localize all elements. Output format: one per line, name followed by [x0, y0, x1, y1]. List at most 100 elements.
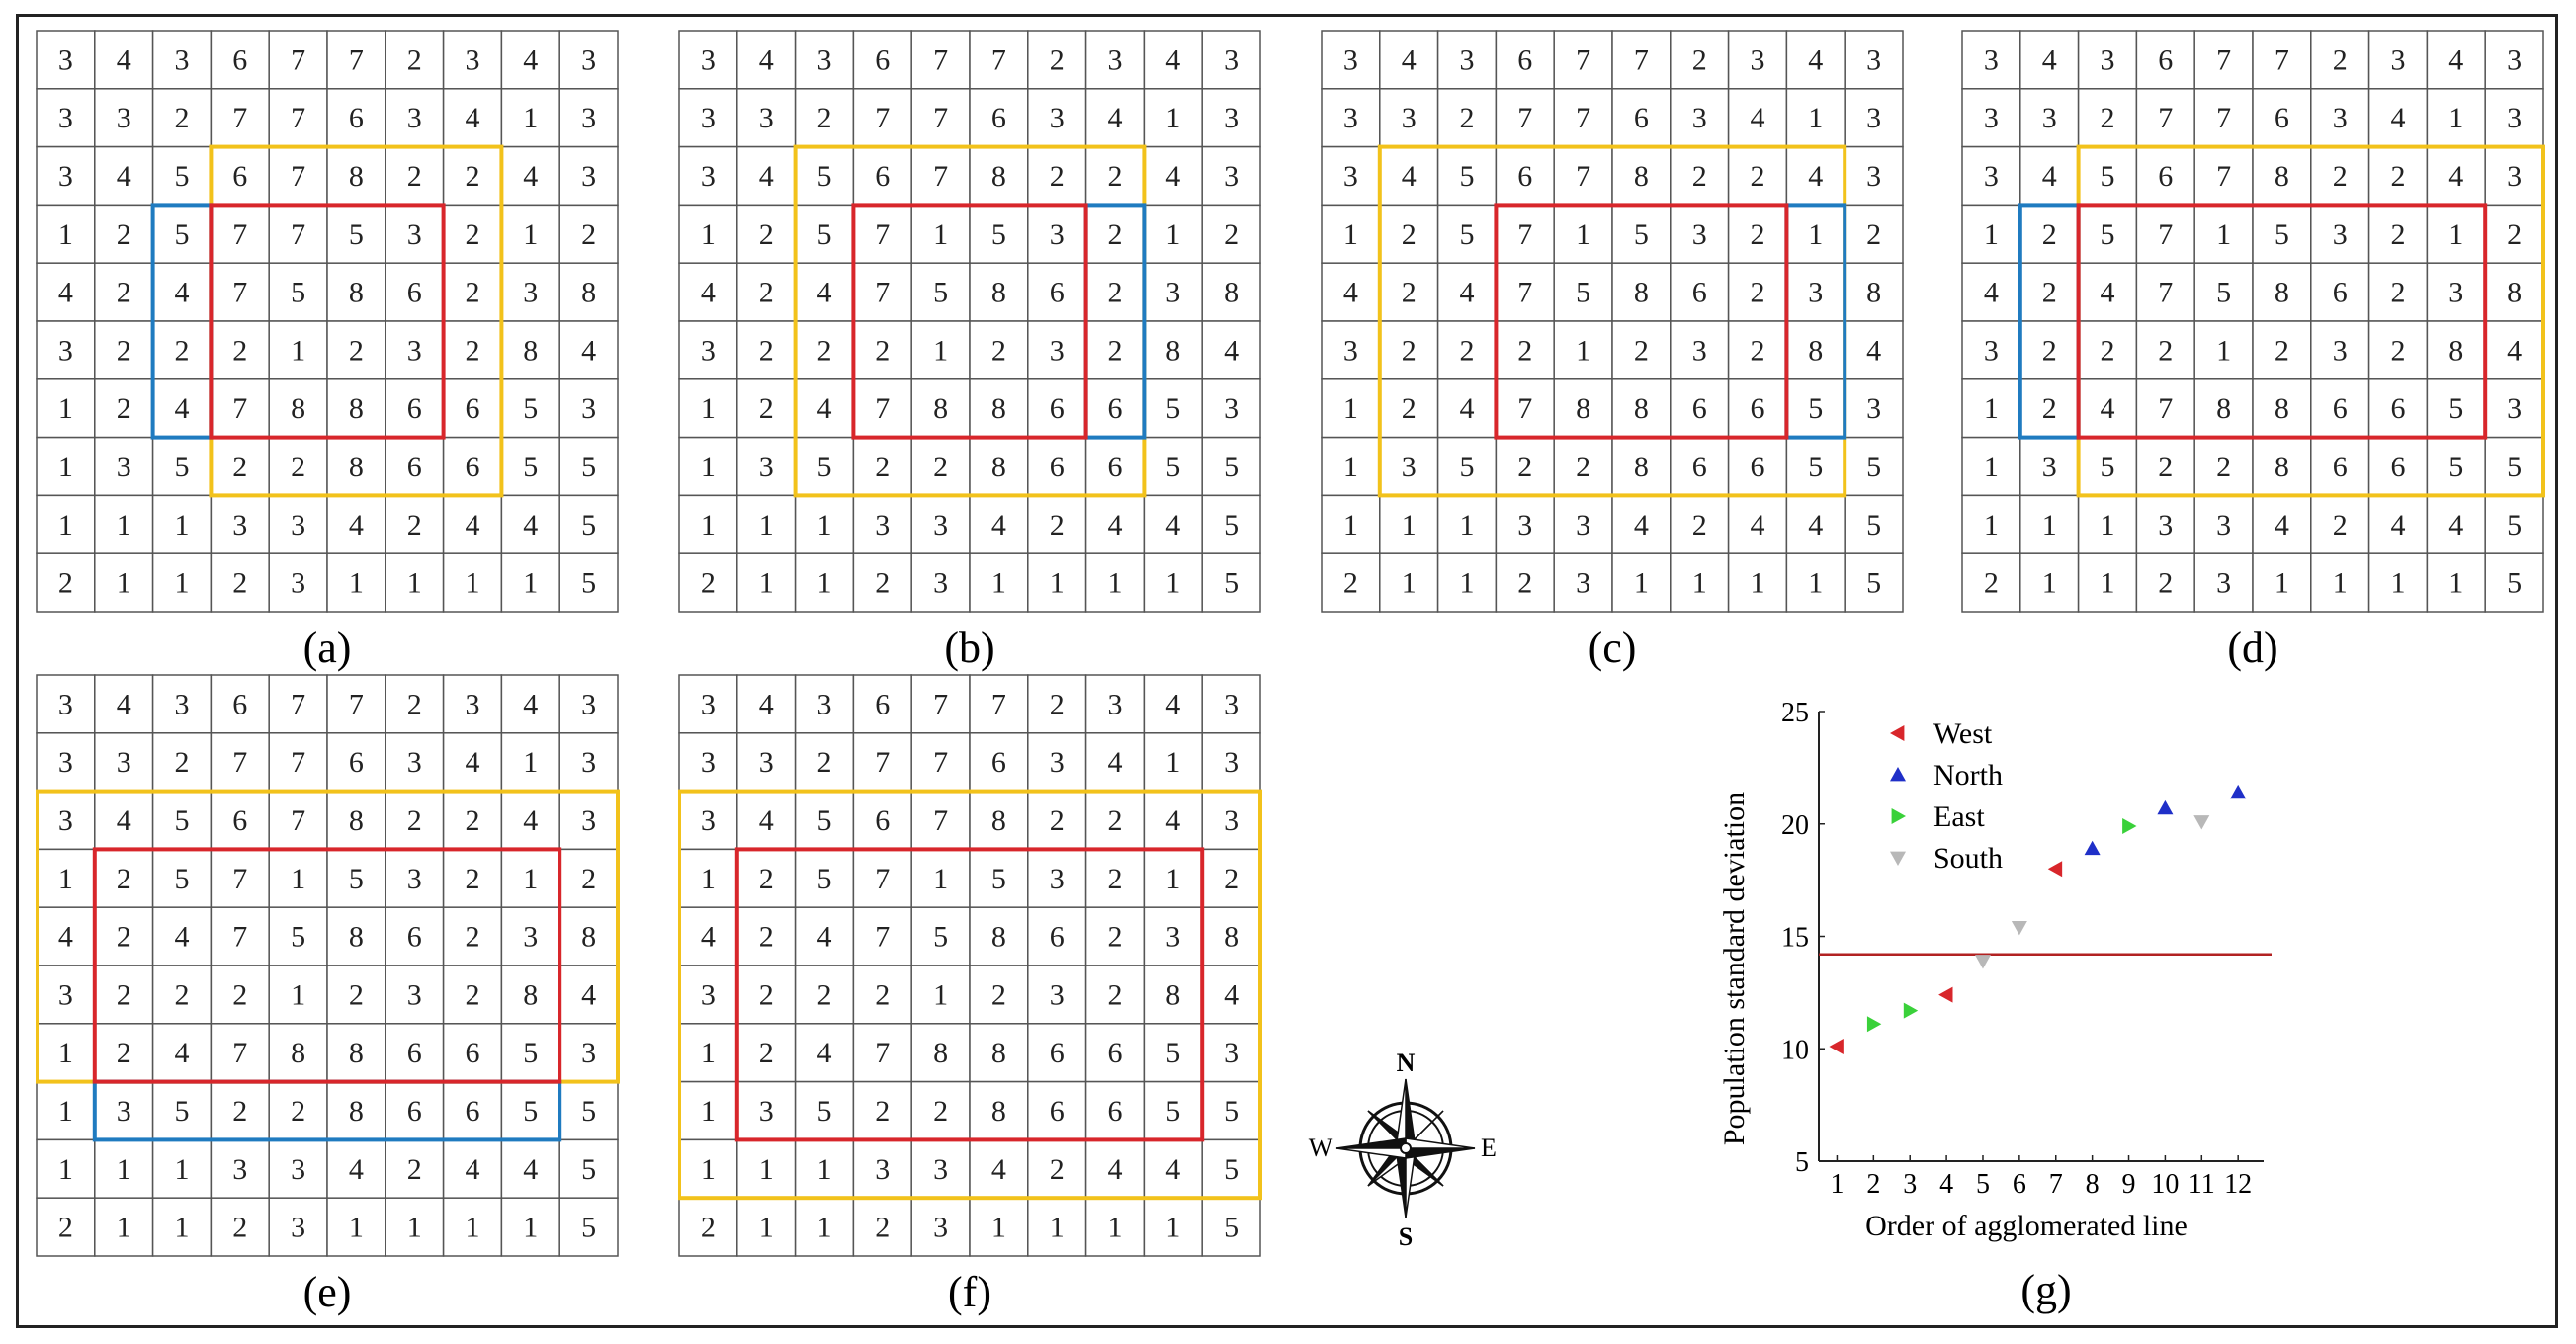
cell-value: 2	[2216, 451, 2231, 483]
cell-value: 7	[232, 218, 247, 251]
cell-value: 2	[466, 334, 480, 367]
cell-value: 1	[2042, 567, 2057, 600]
grid-cell	[852, 1197, 912, 1257]
grid-cell	[2426, 378, 2486, 439]
cell-value: 5	[349, 218, 364, 251]
cell-value: 3	[291, 509, 305, 542]
cell-value: 6	[232, 160, 247, 193]
cell-value: 2	[1751, 218, 1765, 251]
cell-value: 3	[701, 102, 716, 134]
grid-cell	[852, 436, 912, 497]
agglomerated-region-red	[851, 203, 1088, 440]
grid-cell	[1553, 436, 1613, 497]
data-point	[2230, 784, 2247, 799]
cell-value: 1	[2333, 567, 2348, 600]
cell-value: 3	[759, 1095, 774, 1128]
grid-cell	[1201, 378, 1261, 439]
cell-value: 1	[2448, 567, 2463, 600]
grid-cell	[2426, 88, 2486, 148]
grid-cell	[326, 732, 386, 793]
cell-value: 3	[232, 1153, 247, 1186]
cell-value: 8	[991, 392, 1006, 425]
cell-value: 2	[2042, 218, 2057, 251]
cell-value: 1	[759, 1212, 774, 1244]
cell-value: 1	[2448, 102, 2463, 134]
cell-value: 3	[1224, 392, 1239, 425]
grid-cell	[268, 1023, 328, 1083]
cell-value: 5	[2507, 509, 2522, 542]
grid-cell	[1201, 88, 1261, 148]
grid-cell	[2367, 436, 2429, 497]
x-tick-label: 9	[2122, 1169, 2136, 1200]
cell-value: 2	[232, 1095, 247, 1128]
cell-value: 2	[933, 1095, 948, 1128]
grid-cell	[2310, 436, 2370, 497]
y-tick-label: 15	[1781, 923, 1809, 954]
cell-value: 2	[407, 804, 422, 837]
agglomerated-region-red	[1494, 203, 1789, 440]
cell-value: 8	[991, 277, 1006, 309]
grid-cell	[151, 145, 213, 207]
cell-value: 6	[407, 1037, 422, 1069]
grid-cell	[385, 674, 445, 734]
cell-value: 1	[1808, 102, 1823, 134]
cell-value: 3	[407, 863, 422, 895]
grid-cell	[910, 88, 971, 148]
grid-cell	[1084, 30, 1146, 90]
grid-cell	[1553, 552, 1613, 613]
cell-value: 2	[1343, 567, 1358, 600]
grid-cell	[1201, 494, 1261, 554]
cell-value: 2	[407, 43, 422, 76]
cell-value: 1	[175, 567, 190, 600]
grid-cell	[36, 204, 96, 264]
cell-value: 1	[58, 1153, 73, 1186]
grid-cell	[558, 436, 619, 497]
cell-value: 3	[1402, 451, 1417, 483]
grid-cell	[558, 906, 619, 966]
grid-cell	[969, 320, 1029, 380]
grid-cell	[2310, 145, 2370, 207]
cell-value: 7	[875, 1037, 890, 1069]
data-point	[2122, 818, 2137, 835]
cell-value: 2	[759, 218, 774, 251]
cell-value: 7	[291, 218, 305, 251]
cell-value: 3	[933, 509, 948, 542]
cell-value: 3	[1692, 218, 1707, 251]
grid-cell	[678, 494, 738, 554]
cell-value: 3	[1224, 1037, 1239, 1069]
grid-cell	[1143, 320, 1203, 380]
cell-value: 1	[58, 509, 73, 542]
cell-value: 7	[232, 392, 247, 425]
grid-cell	[326, 378, 386, 439]
grid-cell	[94, 906, 154, 966]
cell-value: 2	[407, 160, 422, 193]
cell-value: 3	[1224, 102, 1239, 134]
cell-value: 1	[817, 509, 832, 542]
grid-cell	[1027, 1023, 1087, 1083]
cell-value: 3	[1808, 277, 1823, 309]
cell-value: 4	[175, 277, 190, 309]
cell-value: 6	[407, 1095, 422, 1128]
cell-value: 6	[2333, 451, 2348, 483]
grid-cell	[36, 320, 96, 380]
cell-value: 5	[581, 1153, 596, 1186]
grid-cell	[558, 790, 619, 851]
cell-value: 2	[117, 334, 131, 367]
grid-cell	[326, 552, 386, 613]
cell-value: 4	[1165, 1153, 1180, 1186]
cell-value: 1	[1165, 102, 1180, 134]
cell-value: 2	[991, 978, 1006, 1011]
cell-value: 8	[581, 921, 596, 954]
cell-value: 4	[175, 921, 190, 954]
cell-value: 2	[232, 334, 247, 367]
cell-value: 1	[701, 509, 716, 542]
cell-value: 6	[2391, 451, 2406, 483]
cell-value: 1	[817, 567, 832, 600]
cell-value: 5	[581, 451, 596, 483]
cell-value: 2	[232, 1212, 247, 1244]
grid-cell	[385, 378, 445, 439]
grid-cell	[2135, 552, 2195, 613]
cell-value: 5	[817, 451, 832, 483]
grid-cell	[678, 320, 738, 380]
